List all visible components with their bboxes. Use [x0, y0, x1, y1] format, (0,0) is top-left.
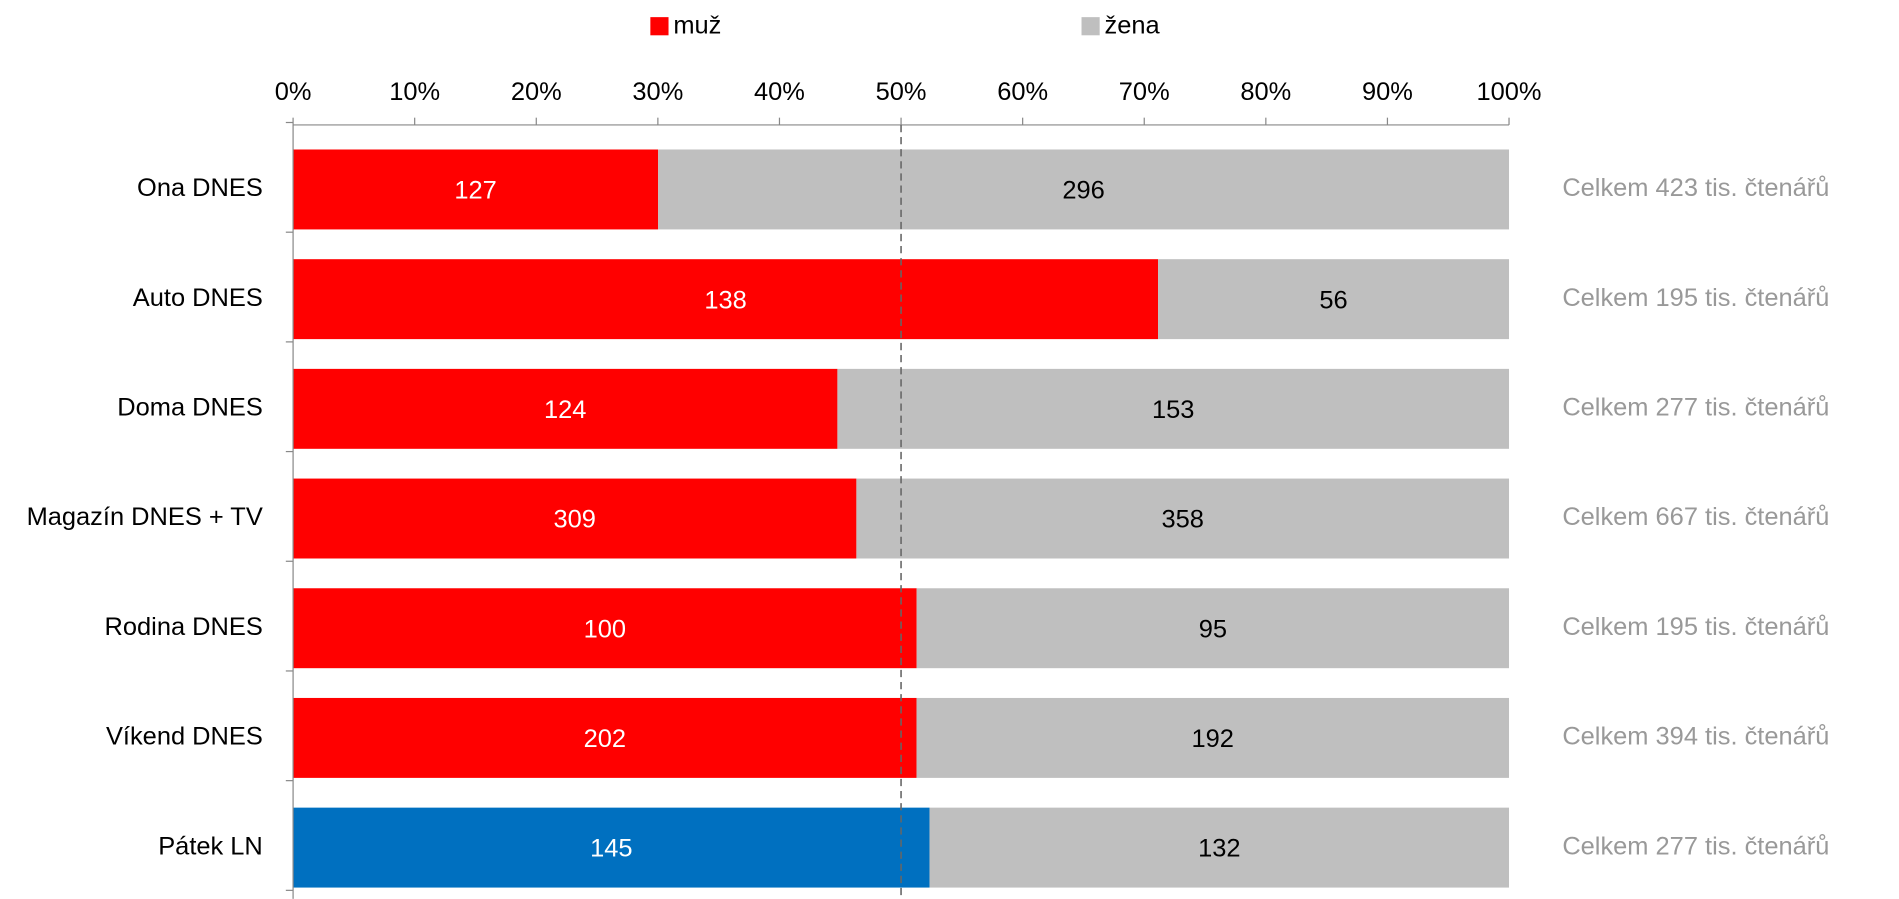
legend-swatch: [650, 17, 669, 36]
value-label: 309: [554, 506, 596, 534]
x-tick-label: 80%: [1240, 78, 1291, 106]
x-tick-label: 0%: [275, 78, 312, 106]
value-label: 202: [584, 725, 626, 753]
category-label: Magazín DNES + TV: [27, 503, 263, 531]
bar-segment: [916, 588, 1510, 669]
total-annotation: Celkem 195 tis. čtenářů: [1562, 284, 1829, 312]
value-label: 296: [1062, 177, 1104, 205]
value-label: 153: [1152, 396, 1194, 424]
legend-swatch: [1081, 17, 1100, 36]
category-label: Doma DNES: [117, 394, 263, 422]
category-label: Auto DNES: [133, 284, 263, 312]
value-label: 145: [590, 835, 632, 863]
bar-segment: [1158, 259, 1510, 340]
x-tick-label: 60%: [997, 78, 1048, 106]
value-label: 100: [584, 615, 626, 643]
bar-segment: [293, 149, 659, 230]
bar-segment: [837, 368, 1510, 449]
value-label: 132: [1198, 835, 1240, 863]
value-label: 56: [1319, 286, 1347, 314]
value-label: 95: [1199, 615, 1227, 643]
bar-segment: [293, 368, 838, 449]
x-tick-label: 70%: [1119, 78, 1170, 106]
legend-label: žena: [1105, 12, 1161, 40]
category-label: Rodina DNES: [105, 613, 263, 641]
bar-segment: [293, 478, 857, 559]
bar-segment: [856, 478, 1510, 559]
total-annotation: Celkem 667 tis. čtenářů: [1562, 503, 1829, 531]
bar-segment: [658, 149, 1510, 230]
total-annotation: Celkem 277 tis. čtenářů: [1562, 832, 1829, 860]
x-tick-label: 10%: [389, 78, 440, 106]
category-label: Víkend DNES: [106, 723, 263, 751]
total-annotation: Celkem 394 tis. čtenářů: [1562, 723, 1829, 751]
bar-segment: [293, 259, 1159, 340]
bar-segment: [293, 588, 917, 669]
bar-segment: [929, 807, 1510, 888]
x-tick-label: 90%: [1362, 78, 1413, 106]
bar-segment: [916, 697, 1510, 778]
x-tick-label: 40%: [754, 78, 805, 106]
category-label: Pátek LN: [158, 832, 263, 860]
total-annotation: Celkem 423 tis. čtenářů: [1562, 174, 1829, 202]
x-tick-label: 20%: [511, 78, 562, 106]
total-annotation: Celkem 277 tis. čtenářů: [1562, 394, 1829, 422]
legend-label: muž: [673, 12, 721, 40]
category-label: Ona DNES: [137, 174, 263, 202]
x-tick-label: 100%: [1477, 78, 1542, 106]
bar-segment: [293, 807, 930, 888]
value-label: 124: [544, 396, 586, 424]
value-label: 127: [454, 177, 496, 205]
x-tick-label: 30%: [632, 78, 683, 106]
bar-segment: [293, 697, 917, 778]
x-tick-label: 50%: [876, 78, 927, 106]
total-annotation: Celkem 195 tis. čtenářů: [1562, 613, 1829, 641]
value-label: 192: [1192, 725, 1234, 753]
value-label: 138: [704, 286, 746, 314]
value-label: 358: [1161, 506, 1203, 534]
